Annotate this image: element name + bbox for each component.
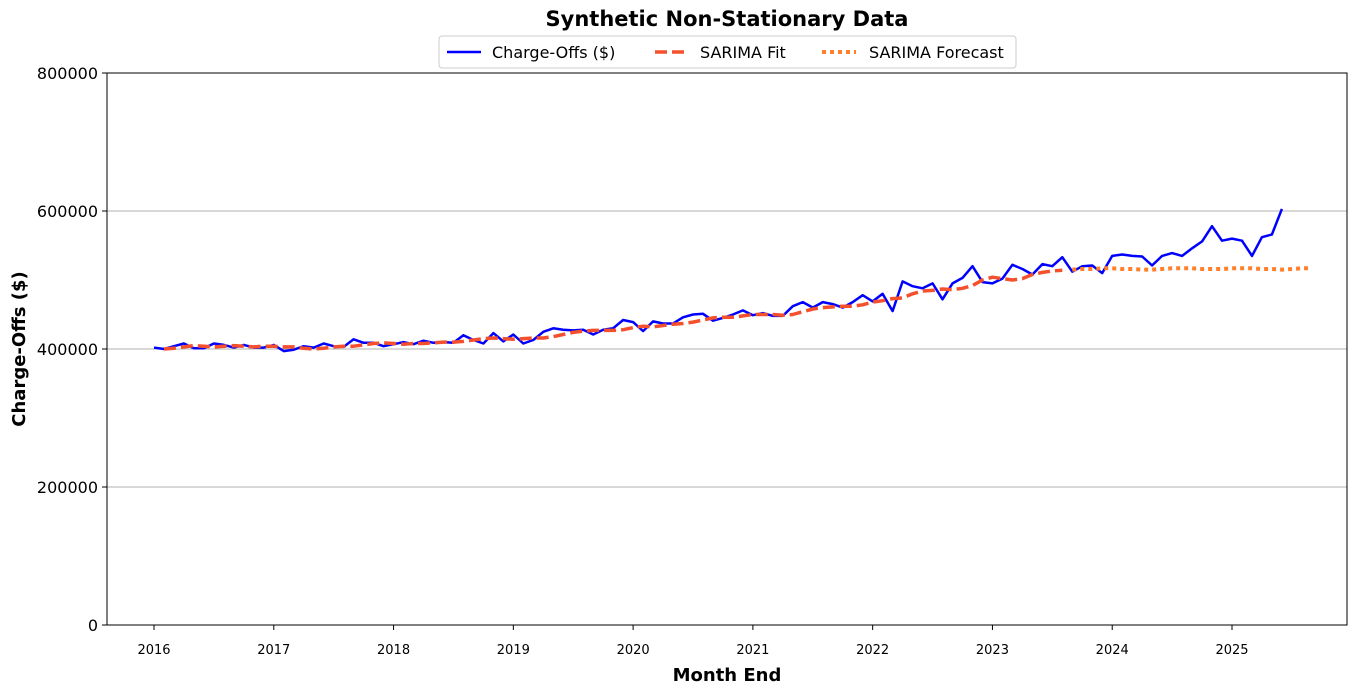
x-tick-label: 2017: [257, 643, 290, 658]
x-tick-label: 2022: [856, 643, 889, 658]
y-tick-label: 600000: [37, 202, 98, 221]
legend-label-charge-offs: Charge-Offs ($): [492, 43, 615, 62]
series-lines: [153, 208, 1312, 353]
y-tick-label: 800000: [37, 64, 98, 83]
y-tick-label: 400000: [37, 340, 98, 359]
x-tick-label: 2021: [736, 643, 769, 658]
legend-label-sarima-forecast: SARIMA Forecast: [869, 43, 1004, 62]
x-tick-label: 2024: [1096, 643, 1129, 658]
x-tick-label: 2023: [976, 643, 1009, 658]
legend: Charge-Offs ($) SARIMA Fit SARIMA Foreca…: [438, 35, 1017, 69]
x-axis-ticks: 2016 2017 2018 2019 2020 2021 2022 2023 2024 2025: [137, 625, 1249, 658]
legend-label-sarima-fit: SARIMA Fit: [700, 43, 786, 62]
y-tick-label: 200000: [37, 478, 98, 497]
x-tick-label: 2019: [497, 643, 530, 658]
x-tick-label: 2020: [617, 643, 650, 658]
gridlines: [107, 210, 1347, 488]
x-axis-title: Month End: [673, 665, 782, 686]
y-tick-label: 0: [88, 616, 98, 635]
x-tick-label: 2018: [377, 643, 410, 658]
x-tick-label: 2016: [137, 643, 170, 658]
y-axis-ticks: 0 200000 400000 600000 800000: [37, 64, 107, 635]
legend-box: [438, 35, 1017, 69]
series-line-sarima-fit: [163, 268, 1063, 351]
x-tick-label: 2025: [1215, 643, 1248, 658]
y-axis-title: Charge-Offs ($): [9, 271, 30, 426]
chart-title: Synthetic Non-Stationary Data: [546, 7, 909, 31]
